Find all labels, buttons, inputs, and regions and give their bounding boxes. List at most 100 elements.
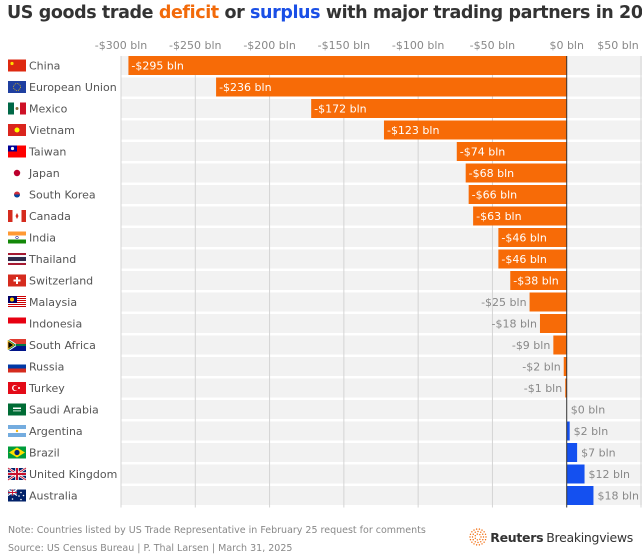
bar [311, 99, 567, 118]
category-label: Indonesia [29, 318, 82, 331]
row-band [121, 464, 642, 484]
data-label: $7 bln [581, 447, 616, 460]
row-band [121, 400, 642, 419]
data-label: -$74 bln [460, 146, 506, 159]
bar [566, 464, 585, 484]
bar [510, 271, 567, 290]
bar [498, 228, 567, 247]
flag-china-icon [8, 59, 26, 72]
flag-south-korea-icon [8, 188, 26, 201]
chart-title: US goods trade deficit or surplus with m… [7, 3, 642, 23]
bar [456, 142, 567, 161]
row-band [121, 292, 642, 312]
row-band [121, 486, 642, 505]
data-label: -$9 bln [512, 339, 551, 352]
data-label: -$2 bln [522, 361, 561, 374]
title-surplus: surplus [250, 3, 321, 23]
category-label: Malaysia [29, 296, 77, 309]
data-label: -$1 bln [524, 382, 563, 395]
flag-india-icon [8, 231, 26, 244]
bar [529, 292, 567, 312]
flag-eu-icon [8, 81, 26, 93]
x-tick-label: -$150 bln [318, 39, 370, 52]
bar [563, 357, 567, 376]
category-label: South Africa [29, 339, 96, 352]
bar [383, 120, 567, 140]
data-label: -$172 bln [314, 103, 366, 116]
row-band [121, 335, 642, 355]
x-tick-label: -$100 bln [392, 39, 444, 52]
footer-source: Source: US Census Bureau | P. Thal Larse… [8, 543, 293, 554]
bar [565, 378, 567, 398]
flag-switzerland-icon [8, 274, 26, 287]
logo-text-reuters: Reuters [490, 529, 544, 545]
flag-uk-icon [7, 467, 27, 481]
category-label: Taiwan [28, 146, 66, 159]
category-label: Saudi Arabia [29, 404, 99, 417]
reuters-breakingviews-logo: Reuters Breakingviews [469, 528, 633, 546]
data-label: -$38 bln [513, 275, 559, 288]
category-label: China [29, 60, 60, 73]
data-label: $2 bln [574, 425, 609, 438]
data-label: -$123 bln [387, 124, 439, 137]
data-label: -$46 bln [501, 253, 547, 266]
bar [566, 421, 570, 441]
category-label: Brazil [29, 447, 60, 460]
footer-note: Note: Countries listed by US Trade Repre… [8, 525, 426, 536]
reuters-logo-icon [469, 528, 487, 546]
bar [539, 314, 567, 333]
category-label: Canada [29, 210, 71, 223]
bar [473, 206, 567, 226]
bar [566, 443, 578, 462]
flag-canada-icon [8, 210, 26, 222]
flag-saudi-arabia-icon [8, 403, 26, 416]
title-suffix: with major trading partners in 2024 [320, 3, 642, 23]
flag-australia-icon [7, 489, 26, 502]
data-label: -$66 bln [472, 189, 517, 202]
category-label: European Union [29, 81, 117, 94]
flag-malaysia-icon [8, 296, 26, 307]
category-label: Switzerland [29, 275, 93, 288]
flag-vietnam-icon [8, 124, 26, 136]
category-label: Russia [29, 361, 64, 374]
bar [216, 77, 567, 97]
flag-brazil-icon [8, 446, 26, 459]
bar [465, 163, 567, 183]
bar-chart: -$300 bln -$250 bln -$200 bln -$150 bln -$10… [7, 39, 642, 508]
x-tick-label: $50 bln [597, 39, 639, 52]
data-label: -$18 bln [491, 318, 537, 331]
x-tick-label: -$200 bln [243, 39, 295, 52]
flag-turkey-icon [8, 382, 26, 394]
data-label: $18 bln [597, 490, 639, 503]
flag-japan-icon [8, 167, 26, 179]
category-label: Vietnam [29, 124, 75, 137]
x-tick-label: -$250 bln [169, 39, 221, 52]
data-label: -$68 bln [469, 167, 514, 180]
data-label: -$63 bln [476, 210, 521, 223]
flag-mexico-icon [8, 102, 26, 115]
logo-text-breakingviews: Breakingviews [546, 529, 633, 545]
data-label: -$46 bln [501, 232, 547, 245]
bar [553, 335, 567, 355]
category-label: Turkey [28, 382, 65, 395]
data-label: $12 bln [589, 468, 631, 481]
category-label: India [29, 232, 56, 245]
data-label: -$295 bln [131, 60, 183, 73]
bar [498, 249, 567, 269]
category-label: Argentina [29, 425, 83, 438]
flag-thailand-icon [8, 253, 26, 265]
row-band [121, 314, 642, 333]
flag-taiwan-icon [8, 145, 26, 158]
x-tick-label: $0 bln [549, 39, 584, 52]
category-label: United Kingdom [29, 468, 117, 481]
data-label: -$236 bln [219, 81, 271, 94]
bar [128, 56, 567, 75]
category-label: Mexico [29, 103, 68, 116]
title-prefix: US goods trade [7, 3, 159, 23]
row-band [121, 357, 642, 376]
flag-indonesia-icon [8, 317, 26, 330]
category-label: Australia [29, 490, 78, 503]
row-band [121, 443, 642, 462]
category-label: Japan [28, 167, 60, 180]
